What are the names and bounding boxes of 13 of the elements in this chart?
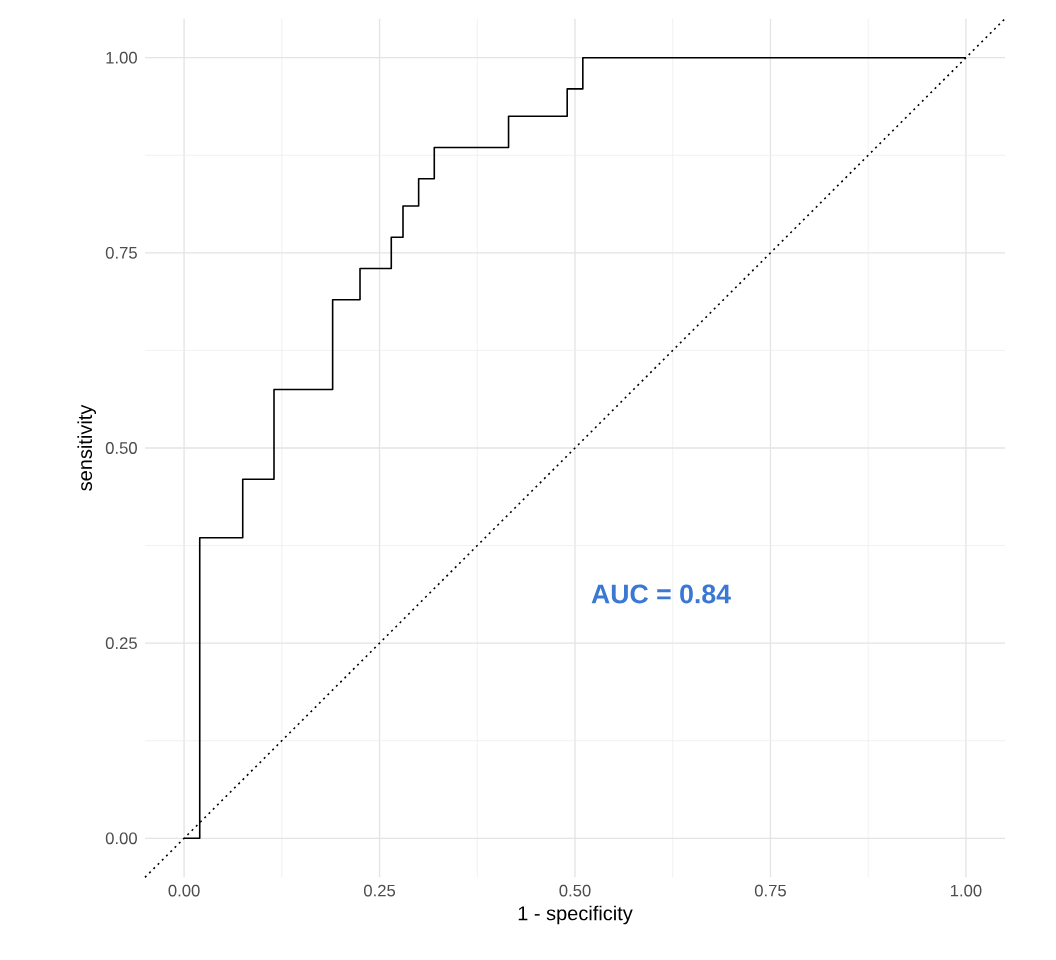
y-tick-label: 1.00 — [106, 51, 137, 64]
y-tick-label: 0.00 — [105, 832, 137, 845]
x-tick-label: 0.75 — [754, 884, 786, 897]
y-tick-label: 0.25 — [105, 637, 137, 650]
x-tick-label: 0.25 — [363, 884, 396, 897]
y-tick-label: 0.50 — [105, 442, 137, 454]
x-axis-title: 1 - specificity — [518, 905, 633, 925]
x-tick-label: 0.00 — [168, 884, 200, 897]
x-tick-label: 1.00 — [950, 884, 982, 897]
y-axis-title: sensitivity — [77, 404, 97, 491]
x-tick-label: 0.50 — [559, 884, 591, 897]
y-tick-label: 0.75 — [105, 246, 137, 259]
annotation: AUC = 0.84 — [591, 584, 731, 604]
